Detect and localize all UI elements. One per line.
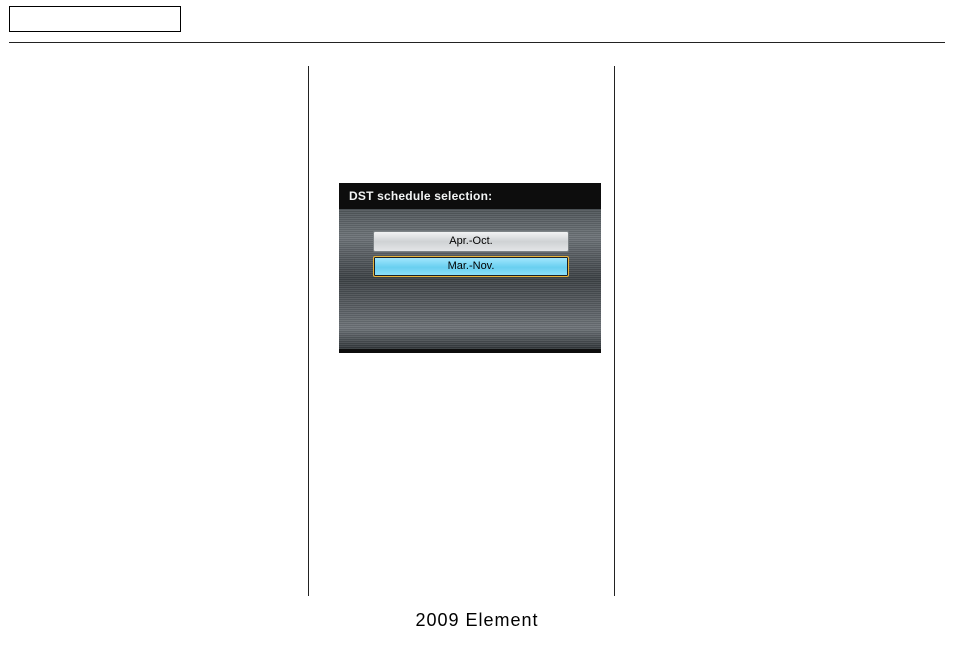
column-divider-right xyxy=(614,66,615,596)
dst-schedule-screen: DST schedule selection: Apr.-Oct. Mar.-N… xyxy=(339,183,601,353)
page-footer: 2009 Element xyxy=(0,610,954,631)
column-divider-left xyxy=(308,66,309,596)
dst-option-apr-oct[interactable]: Apr.-Oct. xyxy=(373,231,569,252)
dst-screen-panel xyxy=(339,209,601,349)
header-divider xyxy=(9,42,945,43)
dst-option-mar-nov[interactable]: Mar.-Nov. xyxy=(373,256,569,277)
dst-screen-title: DST schedule selection: xyxy=(349,189,492,203)
top-left-box xyxy=(9,6,181,32)
